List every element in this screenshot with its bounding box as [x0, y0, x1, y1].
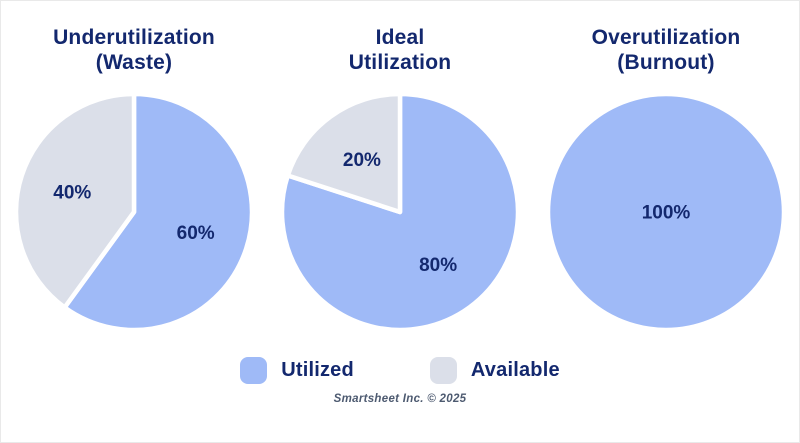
pie-slice-label-available: 20% [343, 150, 381, 171]
charts-row: Underutilization (Waste) 60% 40% Ideal Ut… [1, 25, 799, 338]
chart-ideal-utilization: Ideal Utilization 80% 20% [267, 25, 533, 338]
legend-item-available: Available [429, 357, 560, 384]
chart-title-line2: (Waste) [95, 51, 173, 74]
pie-slice-available [13, 91, 137, 310]
pie-chart-overutilization: 100% [545, 91, 787, 333]
pie-slice-utilized [545, 91, 787, 333]
legend-item-utilized: Utilized [240, 357, 354, 384]
legend-swatch-utilized [240, 357, 268, 384]
footer-credit: Smartsheet Inc. © 2025 [333, 393, 467, 405]
chart-underutilization: Underutilization (Waste) 60% 40% [1, 25, 267, 338]
chart-title-underutilization: Underutilization (Waste) [53, 25, 215, 75]
pie-slice-label-utilized: 60% [177, 223, 215, 244]
legend-label-available: Available [470, 359, 560, 381]
legend-label-utilized: Utilized [281, 359, 354, 381]
pie-slice-utilized [279, 91, 521, 333]
legend: Utilized Available [1, 357, 799, 384]
pie-slice-label-available: 40% [53, 183, 91, 204]
chart-overutilization: Overutilization (Burnout) 100% [533, 25, 799, 338]
chart-title-line2: (Burnout) [617, 51, 715, 74]
pie-chart-ideal-utilization: 80% 20% [279, 91, 521, 333]
pie-slice-utilized [62, 91, 255, 333]
pie-chart-underutilization: 60% 40% [13, 91, 255, 333]
chart-title-line1: Overutilization [591, 26, 741, 49]
pie-slice-label-utilized: 100% [642, 203, 691, 224]
legend-swatch-available [429, 357, 457, 384]
chart-title-ideal: Ideal Utilization [349, 25, 452, 75]
pie-slice-available [285, 91, 403, 215]
chart-title-line1: Underutilization [53, 26, 215, 49]
chart-title-overutilization: Overutilization (Burnout) [592, 25, 741, 75]
pie-slice-label-utilized: 80% [419, 255, 457, 276]
chart-title-line2: Utilization [348, 51, 452, 74]
chart-title-line1: Ideal [375, 26, 425, 49]
